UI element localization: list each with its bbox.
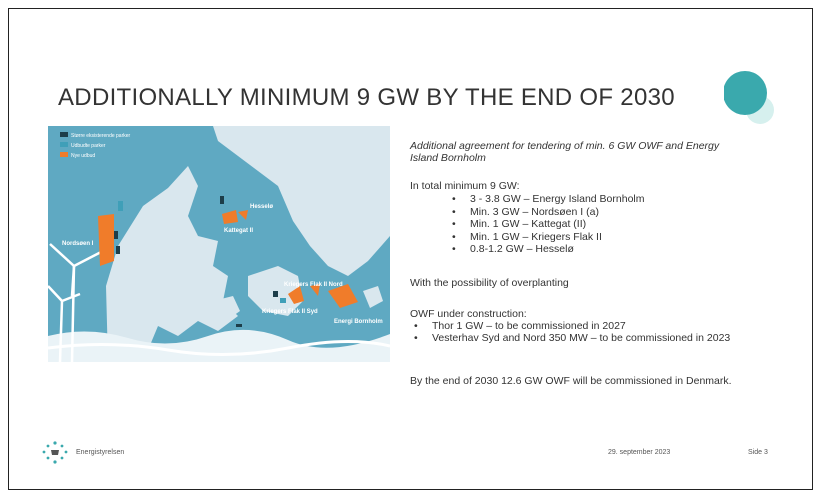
legend: Større eksisterende parker Udbudte parke… [71,133,131,159]
land-funen [213,296,240,321]
turbines [48,243,104,362]
map-label: Kattegat II [224,228,253,234]
legend-label: Større eksisterende parker [71,133,131,139]
construction-list: Thor 1 GW – to be commissioned in 2027 V… [414,320,752,344]
logo-dots [42,441,68,464]
construction-heading: OWF under construction: [410,308,527,320]
total-heading: In total minimum 9 GW: [410,180,520,192]
decor-circles [724,71,774,124]
list-item: 0.8-1.2 GW – Hesselø [452,243,645,256]
legend-swatch [60,142,68,147]
list-item: Min. 1 GW – Kriegers Flak II [452,231,645,244]
map-label: Energi Bornholm [334,319,383,325]
list-item: Min. 1 GW – Kattegat (II) [452,218,645,231]
legend-swatch [60,152,68,157]
teal-circle [724,71,767,115]
slide-border [8,8,813,490]
map-label: Nordsøen I [62,241,94,247]
tendered-parks [118,201,286,303]
list-item: Min. 3 GW – Nordsøen I (a) [452,206,645,219]
existing-parks [114,196,278,327]
legend-label: Udbudte parker [71,143,106,149]
land-bornholm [363,286,383,308]
footer-page: Side 3 [748,449,768,456]
footer-date: 29. september 2023 [608,449,671,456]
land-sweden [213,126,390,276]
list-item: 3 - 3.8 GW – Energy Island Bornholm [452,193,644,206]
conclusion: By the end of 2030 12.6 GW OWF will be c… [410,375,732,387]
footer-org: Energistyrelsen [76,449,125,456]
overplanting: With the possibility of overplanting [410,277,569,289]
new-tender-areas [98,210,358,308]
legend-swatch [60,132,68,137]
map-label: Kriegers Flak II Nord [284,282,343,288]
waves [48,329,390,362]
map-label: Kriegers Flak II Syd [262,309,318,315]
list-item: Thor 1 GW – to be commissioned in 2027 [414,320,752,332]
wave-line [48,339,390,357]
land-jutland [106,166,238,362]
map-labels: Nordsøen I Kattegat II Hesselø Kriegers … [62,204,383,325]
slide-title: ADDITIONALLY MINIMUM 9 GW BY THE END OF … [58,84,675,111]
map: Større eksisterende parker Udbudte parke… [48,126,390,362]
map-label: Hesselø [250,204,273,210]
total-list: 3 - 3.8 GW – Energy Island Bornholm Min.… [452,193,645,256]
legend-label: Nye udbud [71,153,95,159]
list-item: Vesterhav Syd and Nord 350 MW – to be co… [414,332,752,344]
intro: Additional agreement for tendering of mi… [410,140,720,164]
